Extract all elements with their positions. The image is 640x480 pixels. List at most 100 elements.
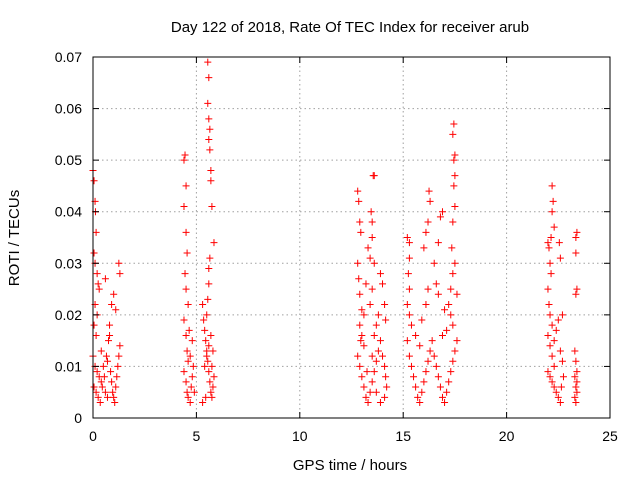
y-tick-label: 0.04 [55, 204, 82, 220]
data-point [449, 357, 457, 365]
x-tick-label: 20 [499, 428, 515, 444]
data-point [362, 280, 370, 288]
data-point [370, 331, 378, 339]
data-point [549, 197, 557, 205]
data-point [448, 244, 456, 252]
data-point [449, 218, 457, 226]
data-point [572, 249, 580, 257]
data-point [548, 321, 556, 329]
data-point [367, 208, 375, 216]
data-point [203, 352, 211, 360]
data-point [405, 311, 413, 319]
data-point [355, 197, 363, 205]
data-point [208, 203, 216, 211]
data-point [381, 301, 389, 309]
data-point [356, 290, 364, 298]
y-axis-ticks: 0 0.01 0.02 0.03 0.04 0.05 0.06 0.07 [55, 49, 610, 426]
data-point [368, 378, 376, 386]
data-point [99, 362, 107, 370]
data-point [450, 120, 458, 128]
data-point [573, 388, 581, 396]
data-point [103, 393, 111, 401]
data-point [430, 259, 438, 267]
data-point [205, 342, 213, 350]
data-point [418, 388, 426, 396]
data-point [205, 264, 213, 272]
y-tick-label: 0.05 [55, 152, 82, 168]
x-axis-ticks: 0 5 10 15 20 25 [89, 57, 618, 444]
y-tick-label: 0.07 [55, 49, 82, 65]
data-point [205, 74, 213, 82]
data-point [412, 383, 420, 391]
data-point [425, 187, 433, 195]
data-point [544, 239, 552, 247]
data-point [572, 357, 580, 365]
data-point [180, 156, 188, 164]
data-point [97, 347, 105, 355]
data-point [443, 388, 451, 396]
data-point [450, 182, 458, 190]
data-point [355, 275, 363, 283]
data-point [190, 388, 198, 396]
data-point [180, 316, 188, 324]
data-point [447, 368, 455, 376]
data-point [416, 342, 424, 350]
data-point [556, 254, 564, 262]
data-point [208, 393, 216, 401]
data-point [441, 399, 449, 407]
data-point [451, 172, 459, 180]
grid-lines [93, 57, 610, 418]
data-point [354, 187, 362, 195]
data-point [424, 218, 432, 226]
data-point [207, 177, 215, 185]
data-point [115, 259, 123, 267]
data-point [357, 228, 365, 236]
data-point [552, 388, 560, 396]
data-point [548, 208, 556, 216]
data-point [360, 383, 368, 391]
data-point [96, 399, 104, 407]
data-point [404, 270, 412, 278]
data-point [182, 285, 190, 293]
y-tick-label: 0.03 [55, 255, 82, 271]
data-point [358, 331, 366, 339]
data-point [207, 166, 215, 174]
data-point [573, 378, 581, 386]
data-point [422, 368, 430, 376]
y-axis-label: ROTI / TECUs [6, 190, 23, 286]
data-point [366, 301, 374, 309]
data-point [368, 285, 376, 293]
data-point [436, 383, 444, 391]
data-point [183, 347, 191, 355]
data-point [374, 347, 382, 355]
data-point [103, 357, 111, 365]
data-point [364, 399, 372, 407]
data-point [93, 368, 101, 376]
data-point [545, 301, 553, 309]
data-point [112, 383, 120, 391]
data-point [202, 393, 210, 401]
data-point [201, 362, 209, 370]
data-point [449, 270, 457, 278]
data-point [182, 378, 190, 386]
data-point [405, 239, 413, 247]
x-tick-label: 5 [193, 428, 201, 444]
y-tick-label: 0.06 [55, 101, 82, 117]
data-point [546, 342, 554, 350]
data-point [181, 151, 189, 159]
data-point [100, 373, 108, 381]
x-tick-label: 15 [395, 428, 411, 444]
data-point [412, 331, 420, 339]
data-point [188, 373, 196, 381]
data-point [207, 331, 215, 339]
data-point [403, 337, 411, 345]
data-point [545, 244, 553, 252]
data-point [372, 357, 380, 365]
data-point [206, 146, 214, 154]
data-point [106, 321, 114, 329]
data-point [405, 285, 413, 293]
data-point [356, 321, 364, 329]
data-point [186, 399, 194, 407]
data-point [108, 301, 116, 309]
